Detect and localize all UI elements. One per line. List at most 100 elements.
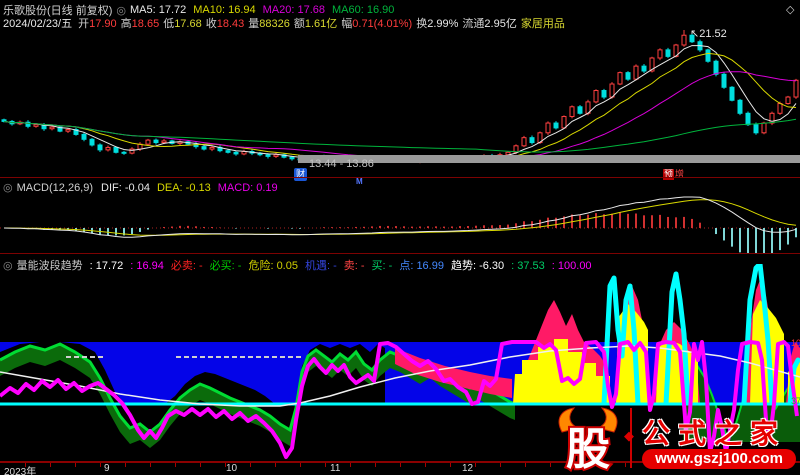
axis-tick <box>525 463 526 467</box>
ma-values-row: MA5: 17.72 MA10: 16.94 MA20: 17.68 MA60: 16… <box>130 4 401 16</box>
collapse-icon[interactable]: ◎ <box>116 4 126 17</box>
macd-hist-down <box>139 228 141 232</box>
candle-body <box>625 72 631 80</box>
peak-price-label: ↖21.52 <box>690 28 727 40</box>
macd-hist-up <box>163 226 165 228</box>
candle-body <box>209 146 215 150</box>
candle-body <box>145 139 151 145</box>
macd-hist-up <box>483 225 485 228</box>
band-indicator-header: ◎ 量能波段趋势: 17.72: 16.94 必卖: - 必买: - 危险: 0.05… <box>3 257 599 273</box>
finance-report-marker[interactable]: 财 <box>294 168 307 181</box>
diamond-icon[interactable]: ◇ <box>786 4 795 16</box>
earnings-forecast-char2: 增 <box>675 169 685 179</box>
axis-label-12: 12 <box>462 463 474 474</box>
macd-hist-up <box>339 227 341 228</box>
macd-hist-down <box>763 228 765 253</box>
candle-body <box>65 129 71 132</box>
candle-body <box>617 72 623 85</box>
candle-body <box>113 146 119 153</box>
macd-hist-up <box>435 226 437 228</box>
macd-hist-up <box>571 214 573 228</box>
macd-hist-down <box>739 228 741 253</box>
macd-hist-down <box>131 228 133 235</box>
macd-hist-up <box>659 214 661 228</box>
axis-tick <box>200 463 201 467</box>
axis-tick <box>425 463 426 467</box>
macd-hist-up <box>651 215 653 228</box>
candle-body <box>89 138 95 146</box>
candle-body <box>649 57 655 72</box>
value-item: : 37.53 <box>511 260 545 272</box>
quote-values-row: 开17.90 高18.65 低17.68 收18.43 量88326 额1.61亿 幅0.7… <box>78 15 569 31</box>
macd-hist-down <box>291 228 293 229</box>
macd-hist-up <box>331 227 333 228</box>
axis-tick <box>625 463 626 467</box>
macd-hist-up <box>411 226 413 228</box>
macd-chart[interactable] <box>0 195 800 253</box>
macd-hist-up <box>475 225 477 228</box>
gap-band-label: 13.44 - 13.86 <box>309 158 374 170</box>
macd-hist-up <box>643 215 645 228</box>
axis-tick <box>375 463 376 467</box>
band-collapse-icon[interactable]: ◎ <box>3 259 13 272</box>
macd-hist-up <box>635 213 637 228</box>
candle-body <box>49 126 55 130</box>
candle-body <box>561 116 567 129</box>
candle-body <box>545 122 551 134</box>
macd-hist-down <box>147 228 149 230</box>
candlestick-chart[interactable] <box>0 28 800 177</box>
candle-body <box>665 49 671 57</box>
macd-hist-down <box>795 228 797 238</box>
macd-hist-down <box>115 228 117 236</box>
macd-hist-up <box>419 226 421 228</box>
green-band-area <box>0 344 515 448</box>
macd-hist-up <box>699 222 701 228</box>
candle-body <box>633 65 639 80</box>
candle-body <box>225 150 231 153</box>
watermark-logo-char: 股 <box>566 425 610 474</box>
value-item: MA60: 16.90 <box>332 4 395 16</box>
macd-hist-up <box>499 225 501 228</box>
dif-line <box>3 196 797 238</box>
axis-tick <box>475 463 476 467</box>
macd-hist-up <box>203 226 205 228</box>
macd-hist-up <box>323 227 325 228</box>
axis-tick <box>500 463 501 467</box>
macd-hist-up <box>611 213 613 228</box>
earnings-forecast-char1: 预 <box>663 169 675 180</box>
macd-hist-up <box>507 224 509 228</box>
macd-hist-down <box>235 228 237 229</box>
macd-hist-up <box>555 217 557 228</box>
value-item: MA20: 17.68 <box>262 4 326 16</box>
candle-body <box>233 151 239 155</box>
macd-hist-down <box>787 228 789 245</box>
value-item: 开17.90 <box>78 18 117 30</box>
band-trend-chart[interactable] <box>0 264 800 461</box>
macd-collapse-icon[interactable]: ◎ <box>3 182 13 194</box>
value-item: DIF: -0.04 <box>101 181 150 194</box>
axis-tick <box>275 463 276 467</box>
macd-hist-down <box>107 228 109 236</box>
band-values-row: 量能波段趋势: 17.72: 16.94 必卖: - 必买: - 危险: 0.05 机遇… <box>17 257 599 273</box>
macd-hist-up <box>691 218 693 228</box>
macd-hist-down <box>731 228 733 247</box>
value-item: MA10: 16.94 <box>193 4 256 16</box>
value-item: MA5: 17.72 <box>130 4 187 16</box>
ma10-line <box>3 52 797 161</box>
axis-tick <box>175 463 176 467</box>
macd-hist-up <box>579 215 581 228</box>
macd-hist-up <box>683 216 685 228</box>
value-item: 家居用品 <box>520 18 565 30</box>
axis-tick <box>225 463 226 467</box>
value-item: 收18.43 <box>205 18 245 30</box>
axis-tick <box>550 463 551 467</box>
macd-hist-up <box>627 213 629 228</box>
axis-tick <box>350 463 351 467</box>
earnings-forecast-marker[interactable]: 预 增 <box>663 169 685 180</box>
macd-hist-up <box>547 217 549 228</box>
axis-tick <box>325 463 326 467</box>
candle-body <box>521 137 527 147</box>
macd-hist-up <box>187 225 189 228</box>
macd-hist-down <box>755 228 757 253</box>
